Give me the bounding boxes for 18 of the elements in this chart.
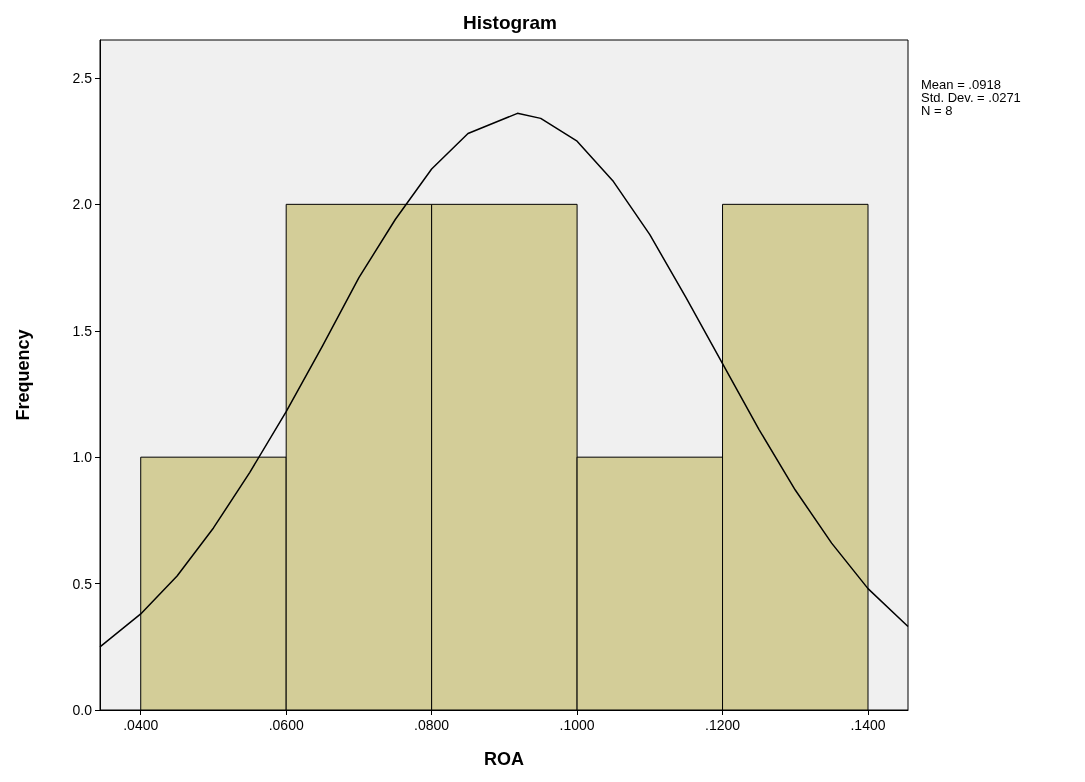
x-axis-title: ROA: [484, 749, 524, 769]
x-tick-label: .1400: [850, 717, 886, 733]
y-tick-label: 2.5: [72, 69, 93, 86]
x-tick-label: .1200: [705, 717, 741, 733]
y-tick-label: 1.5: [72, 322, 93, 339]
text: Std. Dev. = .0271: [921, 90, 1021, 105]
x-tick-label: .0600: [268, 717, 304, 733]
y-axis-title: Frequency: [13, 329, 33, 421]
y-tick-label: 0.5: [72, 575, 93, 592]
y-tick-label: 0.0: [72, 702, 93, 718]
y-tick-label: 2.0: [72, 196, 93, 213]
y-tick-label: 1.0: [72, 449, 93, 466]
x-tick-label: .0800: [414, 717, 450, 733]
x-tick-label: .0400: [123, 717, 159, 733]
text: N = 8: [921, 103, 953, 118]
chart-title: Histogram: [463, 12, 557, 33]
x-tick-label: .1000: [559, 717, 595, 733]
text: Mean = .0918: [921, 77, 1001, 92]
